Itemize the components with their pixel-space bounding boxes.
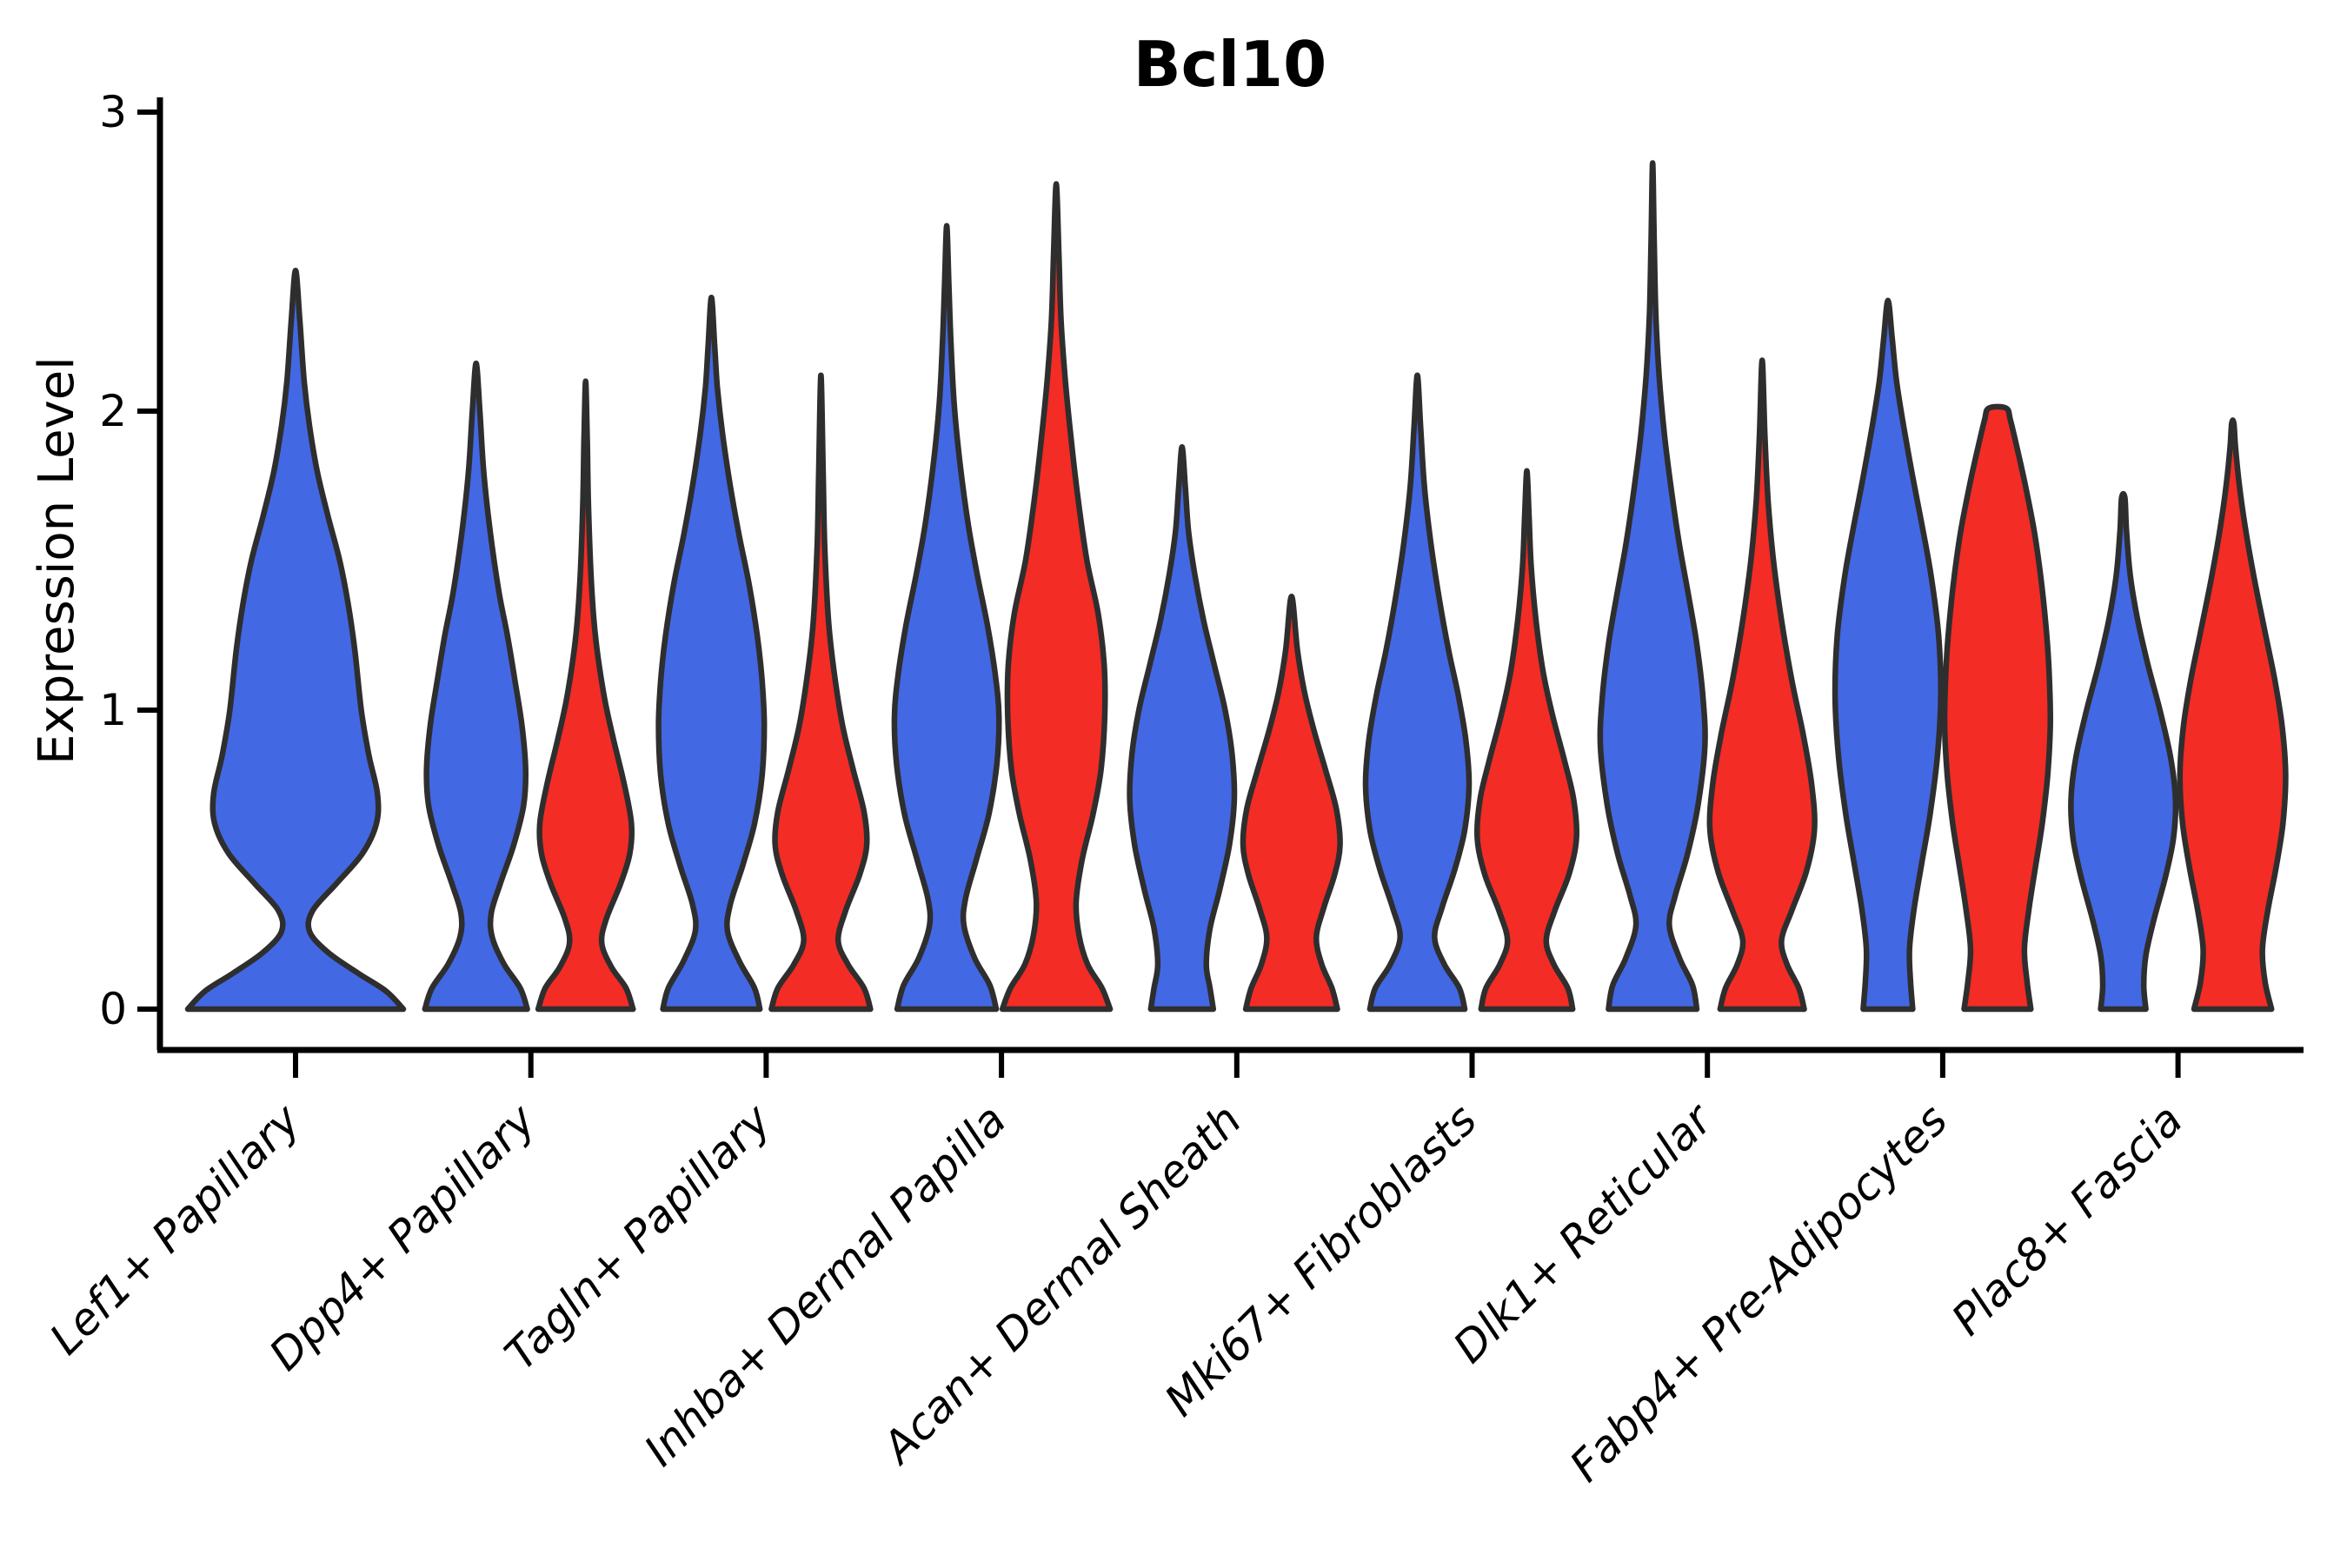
violin-tagln-papillary-blue bbox=[655, 295, 768, 1013]
violin-dpp4-papillary-blue bbox=[422, 360, 530, 1013]
y-tick-label: 1 bbox=[99, 685, 127, 735]
violin-dlk1-reticular-blue bbox=[1597, 160, 1708, 1013]
y-tick-label: 0 bbox=[99, 984, 127, 1034]
x-tick-label-plac8-fascia: Plac8+ Fascia bbox=[1942, 1094, 2192, 1345]
y-tick-label: 3 bbox=[99, 87, 127, 137]
violin-inhba-dermal-papilla-blue bbox=[891, 223, 1002, 1013]
violin-acan-dermal-sheath-blue bbox=[1127, 444, 1238, 1013]
violin-fabp4-pre-adipocytes-blue bbox=[1832, 297, 1944, 1013]
violin-acan-dermal-sheath-red bbox=[1240, 594, 1343, 1013]
violin-plac8-fascia-blue bbox=[2068, 490, 2179, 1013]
x-tick-label-dlk1-reticular: Dlk1+ Reticular bbox=[1444, 1093, 1724, 1372]
violin-mki67-fibroblasts-blue bbox=[1362, 372, 1473, 1013]
violin-lef1-papillary-blue bbox=[184, 268, 407, 1013]
x-tick-label-lef1-papillary: Lef1+ Papillary bbox=[40, 1093, 310, 1364]
violin-dpp4-papillary-red bbox=[535, 378, 636, 1013]
violin-fabp4-pre-adipocytes-red bbox=[1941, 403, 2054, 1013]
violin-inhba-dermal-papilla-red bbox=[999, 181, 1114, 1013]
y-tick-label: 2 bbox=[99, 386, 127, 436]
violin-tagln-papillary-red bbox=[768, 372, 874, 1013]
violin-dlk1-reticular-red bbox=[1706, 357, 1818, 1013]
violin-plac8-fascia-red bbox=[2177, 417, 2289, 1013]
violin-mki67-fibroblasts-red bbox=[1473, 468, 1580, 1013]
x-tick-label-fabp4-pre-adipocytes: Fabp4+ Pre-Adipocytes bbox=[1560, 1094, 1958, 1492]
chart-title: Bcl10 bbox=[1133, 28, 1327, 101]
y-axis-label: Expression Level bbox=[29, 356, 85, 765]
